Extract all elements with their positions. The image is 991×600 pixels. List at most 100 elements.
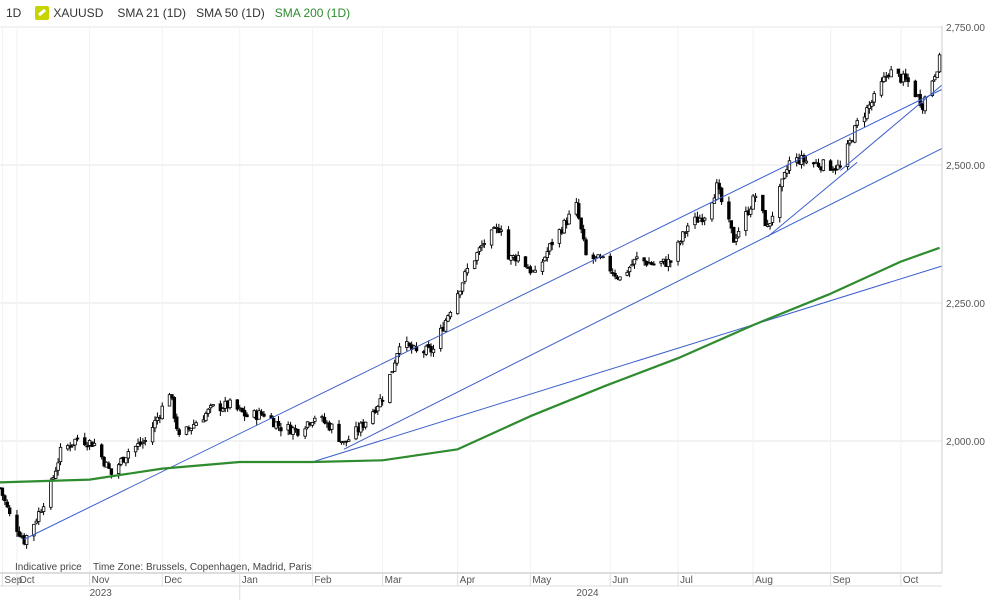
- symbol-logo-icon: [35, 6, 50, 20]
- timeframe-label[interactable]: 1D: [6, 6, 22, 20]
- x-year-label: 2024: [576, 588, 599, 599]
- x-year-label: 2023: [90, 588, 113, 599]
- candle: [579, 217, 583, 234]
- candle: [126, 448, 131, 464]
- candle: [153, 416, 157, 433]
- indicator-sma200[interactable]: SMA 200 (1D): [274, 6, 351, 20]
- candle: [7, 504, 12, 517]
- symbol-label[interactable]: XAUUSD: [53, 6, 104, 20]
- candle: [862, 112, 867, 127]
- candle: [681, 230, 685, 246]
- candle: [5, 499, 9, 509]
- candle: [896, 68, 901, 77]
- candle: [172, 396, 177, 423]
- candle: [659, 261, 663, 267]
- candle: [424, 344, 428, 357]
- candle: [882, 72, 886, 83]
- candle: [935, 71, 939, 78]
- trendline[interactable]: [767, 161, 858, 238]
- candle: [160, 402, 164, 420]
- candle: [770, 211, 775, 226]
- candle: [816, 158, 821, 168]
- candle: [337, 420, 341, 442]
- trendline[interactable]: [23, 88, 943, 540]
- candle: [107, 461, 111, 470]
- candle: [245, 412, 249, 418]
- candle: [472, 260, 477, 270]
- x-month-label: Oct: [19, 575, 35, 586]
- candle: [903, 68, 908, 83]
- candle: [143, 436, 147, 446]
- candle: [378, 394, 382, 408]
- candle: [627, 265, 632, 278]
- candle: [937, 52, 942, 73]
- candle: [523, 256, 528, 268]
- candle: [347, 435, 351, 442]
- candle: [686, 222, 690, 237]
- candle: [543, 256, 547, 262]
- candle: [41, 502, 46, 516]
- candle: [235, 399, 240, 412]
- candle: [75, 434, 80, 442]
- candle: [141, 438, 145, 449]
- candle: [443, 318, 448, 333]
- candle: [34, 518, 39, 525]
- candle: [390, 371, 394, 374]
- candle: [257, 407, 261, 420]
- candle: [497, 223, 501, 234]
- trendline[interactable]: [343, 147, 943, 450]
- candle: [814, 159, 818, 164]
- candle: [228, 398, 232, 410]
- trendline[interactable]: [839, 84, 943, 171]
- candles-layer: [0, 52, 942, 549]
- candle: [83, 432, 87, 447]
- indicator-sma21[interactable]: SMA 21 (1D): [117, 6, 187, 20]
- candle: [192, 419, 196, 429]
- candle: [184, 426, 189, 436]
- candle: [761, 194, 765, 214]
- candle: [56, 458, 60, 476]
- candle: [635, 251, 639, 261]
- candle: [344, 440, 348, 447]
- candle: [276, 416, 281, 431]
- candle: [380, 396, 385, 406]
- candle: [218, 400, 223, 417]
- candle: [652, 261, 656, 266]
- candle: [482, 239, 487, 249]
- candle: [785, 164, 789, 178]
- candle: [175, 413, 179, 431]
- candle: [778, 183, 782, 223]
- candle: [313, 415, 317, 425]
- sma200-line[interactable]: [0, 246, 940, 484]
- candle: [262, 410, 266, 418]
- candle: [836, 159, 840, 171]
- candle: [102, 456, 106, 468]
- candle: [804, 156, 809, 165]
- candle: [303, 426, 307, 440]
- candle: [763, 209, 767, 227]
- candle: [463, 269, 467, 285]
- candle: [562, 218, 566, 234]
- candle: [439, 324, 443, 352]
- candle: [3, 494, 7, 506]
- x-month-label: Jul: [680, 575, 693, 586]
- candle: [133, 445, 138, 457]
- trendline[interactable]: [312, 265, 943, 463]
- candle: [480, 240, 484, 251]
- candle: [719, 186, 724, 205]
- candle: [431, 344, 436, 357]
- candle: [15, 509, 19, 537]
- indicator-sma50[interactable]: SMA 50 (1D): [196, 6, 265, 20]
- candle: [53, 467, 58, 480]
- candle: [802, 153, 806, 167]
- candle: [584, 237, 588, 256]
- candle: [177, 427, 181, 437]
- candle: [601, 256, 605, 259]
- candle: [124, 457, 128, 467]
- candle: [865, 104, 869, 121]
- candle: [211, 404, 215, 408]
- candle: [37, 507, 41, 526]
- candle: [448, 310, 453, 320]
